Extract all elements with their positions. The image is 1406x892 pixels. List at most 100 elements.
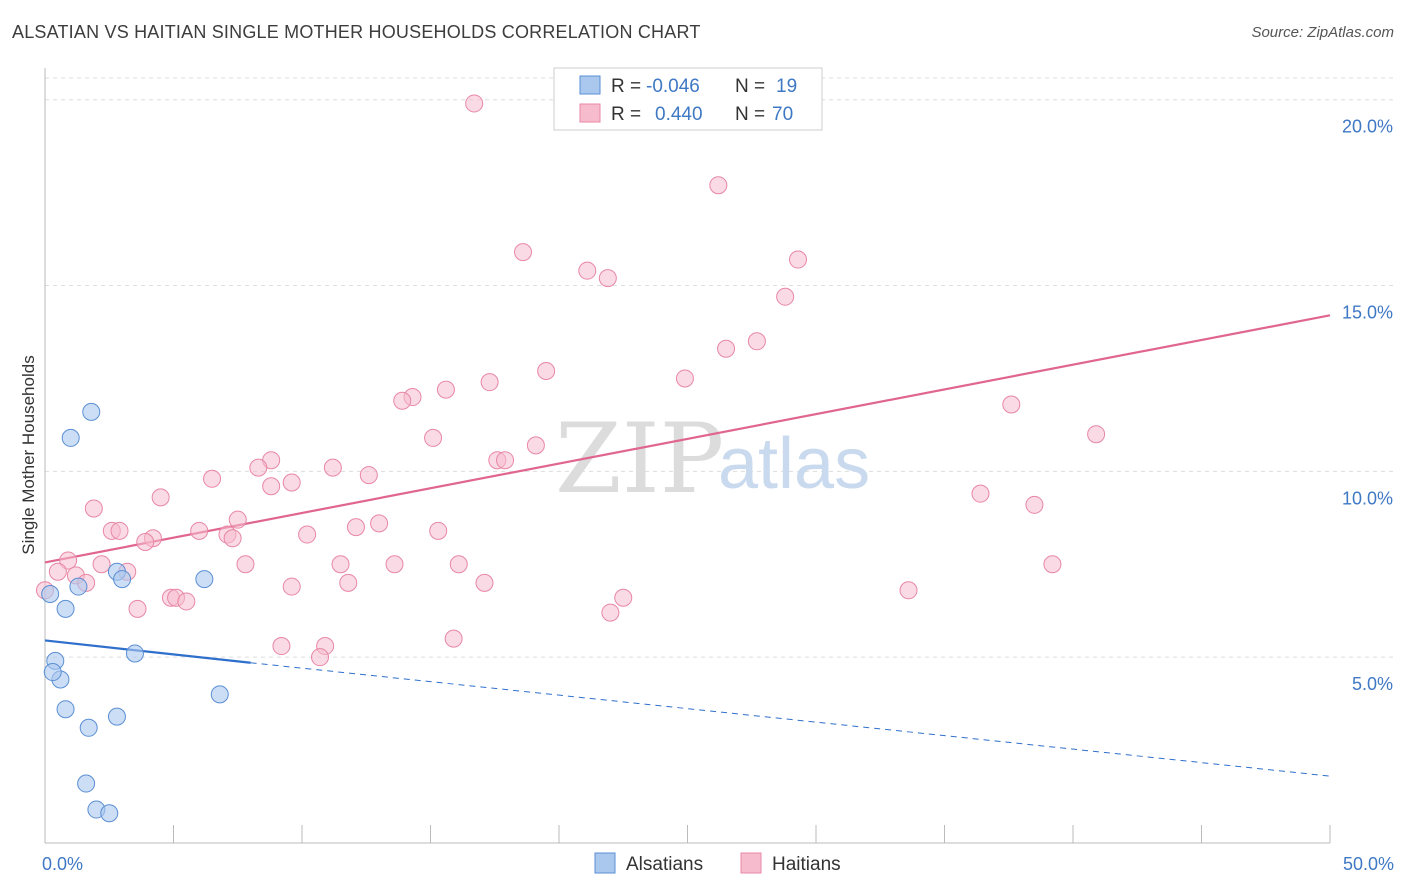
tick-labels: 5.0% 10.0% 15.0% 20.0% 0.0% 50.0% [42,117,1394,874]
point-haitians-22 [249,458,268,477]
legend-r-value-haitians: 0.440 [655,104,703,125]
point-haitians-8 [747,332,766,351]
legend-n-value-haitians: 70 [772,104,793,125]
point-haitians-51 [48,562,67,581]
point-alsatians-11 [43,663,62,682]
point-haitians-10 [537,362,556,381]
watermark: ZIP atlas [555,403,870,515]
point-haitians-34 [346,518,365,537]
point-haitians-38 [429,521,448,540]
point-haitians-50 [1043,555,1062,574]
point-haitians-66 [444,629,463,648]
bottom-legend-swatch-alsatians [594,852,616,874]
point-haitians-6 [789,250,808,269]
trend-line-haitians [44,314,1331,564]
x-tick-label-0: 0.0% [42,854,83,874]
legend-n-label-alsatians: N = [735,76,765,97]
point-haitians-26 [282,473,301,492]
point-haitians-29 [971,484,990,503]
legend-r-value-alsatians: -0.046 [646,76,700,97]
point-haitians-25 [203,469,222,488]
point-haitians-33 [370,514,389,533]
trend-line-alsatians [44,639,251,664]
point-haitians-5 [598,269,617,288]
point-haitians-20 [496,451,515,470]
point-haitians-67 [272,637,291,656]
point-alsatians-3 [41,585,60,604]
point-haitians-64 [128,599,147,618]
point-haitians-16 [1087,425,1106,444]
point-haitians-30 [1025,495,1044,514]
legend-swatch-alsatians [579,75,601,95]
point-haitians-24 [359,466,378,485]
point-haitians-12 [436,380,455,399]
point-alsatians-4 [113,570,132,589]
point-haitians-4 [675,369,694,388]
point-alsatians-15 [79,718,98,737]
point-haitians-56 [475,573,494,592]
point-haitians-57 [282,577,301,596]
point-haitians-62 [177,592,196,611]
point-alsatians-14 [107,707,126,726]
point-alsatians-7 [195,570,214,589]
point-alsatians-13 [56,700,75,719]
y-axis-label: Single Mother Households [19,355,38,554]
point-haitians-28 [151,488,170,507]
source-credit: Source: ZipAtlas.com [1251,24,1394,41]
point-haitians-48 [385,555,404,574]
bottom-legend-haitians: Haitians [772,854,841,875]
point-haitians-14 [393,391,412,410]
point-alsatians-5 [69,577,88,596]
point-haitians-9 [717,339,736,358]
data-points [36,94,1106,823]
point-haitians-49 [449,555,468,574]
trend-lines [44,314,1331,777]
legend-r-label-alsatians: R = [611,76,641,97]
point-haitians-1 [709,176,728,195]
point-haitians-2 [514,243,533,262]
point-haitians-39 [298,525,317,544]
legend-n-label-haitians: N = [735,104,765,125]
point-haitians-15 [1002,395,1021,414]
y-tick-label-1: 10.0% [1342,488,1393,508]
watermark-atlas: atlas [718,424,870,504]
point-haitians-44 [59,551,78,570]
point-alsatians-12 [210,685,229,704]
point-haitians-17 [424,428,443,447]
point-haitians-27 [262,477,281,496]
point-haitians-47 [331,555,350,574]
point-haitians-46 [236,555,255,574]
point-haitians-63 [614,588,633,607]
point-haitians-58 [899,581,918,600]
y-tick-label-2: 15.0% [1342,303,1393,323]
point-haitians-11 [480,373,499,392]
point-haitians-65 [601,603,620,622]
axes [44,68,1331,844]
point-haitians-37 [190,521,209,540]
correlation-legend: R = -0.046 N = 19 R = 0.440 N = 70 [553,67,823,131]
point-haitians-31 [84,499,103,518]
trend-line-alsatians-extension [250,662,1331,777]
legend-r-label-haitians: R = [611,104,641,125]
series-legend: Alsatians Haitians [594,852,841,875]
point-haitians-43 [136,532,155,551]
point-alsatians-18 [100,804,119,823]
chart-title: ALSATIAN VS HAITIAN SINGLE MOTHER HOUSEH… [12,22,701,42]
point-haitians-55 [339,573,358,592]
point-haitians-41 [223,529,242,548]
bottom-legend-swatch-haitians [740,852,762,874]
point-alsatians-1 [61,428,80,447]
point-alsatians-6 [56,599,75,618]
y-tick-label-0: 5.0% [1352,674,1393,694]
point-haitians-32 [228,510,247,529]
point-haitians-45 [92,555,111,574]
point-haitians-69 [310,648,329,667]
y-tick-label-3: 20.0% [1342,117,1393,137]
point-haitians-23 [323,458,342,477]
point-alsatians-8 [125,644,144,663]
point-haitians-36 [110,521,129,540]
point-haitians-3 [578,261,597,280]
point-haitians-7 [776,287,795,306]
legend-n-value-alsatians: 19 [776,76,797,97]
